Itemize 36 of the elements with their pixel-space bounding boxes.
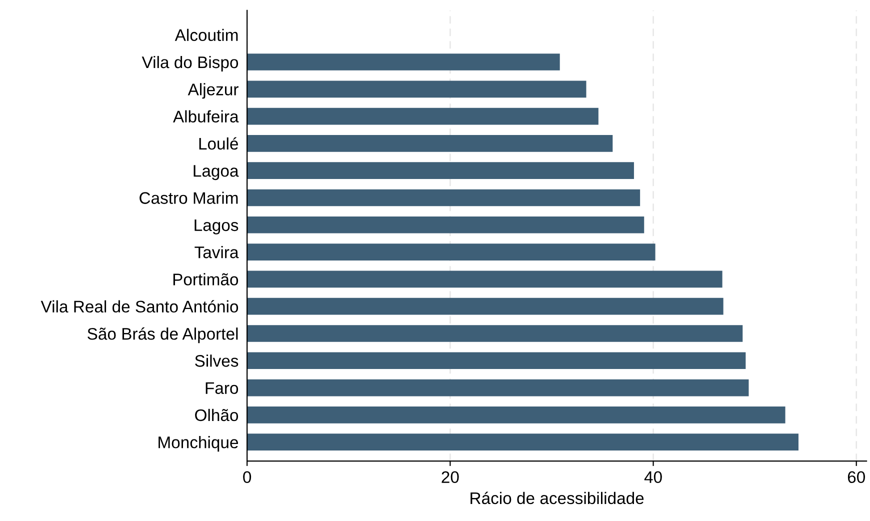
y-tick-label: Lagoa (194, 165, 239, 180)
x-tick-label: 40 (644, 471, 662, 484)
x-tick-label: 0 (243, 471, 252, 484)
y-tick-label: Aljezur (188, 83, 238, 99)
bar (247, 135, 613, 152)
y-tick-label: Tavira (194, 246, 239, 258)
y-tick-label: Vila do Bispo (142, 56, 238, 72)
bar (247, 270, 722, 288)
x-tick-label: 60 (848, 471, 865, 484)
y-tick-label: Castro Marim (140, 192, 238, 204)
y-tick-label: Faro (206, 382, 238, 394)
y-tick-label: Loulé (199, 137, 238, 150)
bar (247, 325, 743, 342)
y-tick-label: Vila Real de Santo António (40, 300, 238, 313)
y-tick-label: Monchique (158, 436, 238, 452)
bar (247, 352, 746, 370)
bar (247, 406, 786, 424)
bar (247, 216, 644, 234)
bar (247, 162, 634, 180)
bar (247, 54, 560, 70)
y-tick-label: Lagos (194, 219, 238, 234)
y-tick-label: Silves (195, 354, 238, 367)
y-tick-label: Albufeira (173, 110, 239, 122)
x-tick-label: 20 (442, 471, 459, 484)
y-tick-label: São Brás de Alportel (88, 327, 238, 344)
bar (247, 298, 724, 315)
y-tick-label: Alcoutim (174, 28, 238, 42)
bar (247, 379, 749, 396)
bar (247, 189, 640, 206)
bar (247, 108, 598, 125)
y-tick-label: Portimão (173, 273, 238, 286)
bar (247, 244, 656, 260)
bar (247, 434, 798, 450)
bar (247, 80, 586, 98)
y-tick-label: Olhão (195, 408, 238, 422)
x-axis-title: Rácio de acessibilidade (470, 492, 644, 504)
